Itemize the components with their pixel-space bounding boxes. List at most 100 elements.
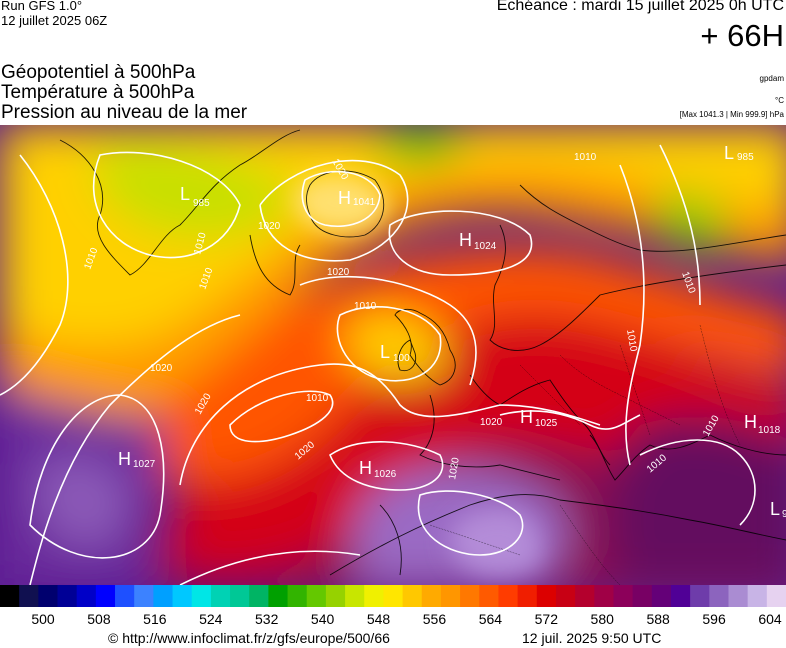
isobar-label: 1020: [327, 267, 350, 278]
isobar-1020-atlantic: [299, 275, 477, 386]
svg-text:1027: 1027: [133, 459, 156, 470]
svg-text:1041: 1041: [353, 197, 376, 208]
isobar-1010-low: [336, 306, 442, 382]
high-center-greenland: H 1041: [338, 188, 376, 208]
isobar-1010-sahara: [417, 490, 524, 556]
isobar-1020-mediterranean: [499, 410, 641, 430]
isobar-1010-far-east: [659, 144, 701, 306]
pressure-range: [Max 1041.3 | Min 999.9] hPa: [679, 110, 784, 119]
colorbar: [0, 585, 786, 607]
isobar-1027-ring: [29, 394, 165, 559]
colorbar-swatch: [575, 585, 595, 607]
isobar-1010-northwest: [92, 151, 241, 259]
colorbar-swatch: [364, 585, 384, 607]
colorbar-swatch: [460, 585, 480, 607]
colorbar-tick-label: 500: [31, 611, 55, 627]
colorbar-swatch: [440, 585, 461, 607]
colorbar-swatch: [766, 585, 786, 607]
isobar-1020-iberia: [329, 441, 444, 491]
colorbar-tick-label: 516: [143, 611, 167, 627]
isobar-1010-cutoff: [229, 390, 334, 443]
unit-temperature: °C: [775, 96, 784, 105]
run-label: Run GFS 1.0°: [1, 0, 83, 13]
svg-text:985: 985: [737, 152, 754, 163]
isobar-1010-south: [179, 550, 361, 585]
colorbar-tick-label: 588: [646, 611, 670, 627]
isobar-1020-west: [0, 154, 69, 396]
pressure-centers: L 985 L 985 H 1041 H 1024 L 100 H 1025 H 1027 H…: [118, 143, 786, 520]
colorbar-swatch: [57, 585, 78, 607]
isobars: [0, 144, 756, 585]
colorbar-swatch: [709, 585, 729, 607]
forecast-lead-time: + 66H: [700, 18, 784, 53]
isobar-1020-greenland: [259, 159, 409, 262]
svg-text:1025: 1025: [535, 418, 558, 429]
colorbar-tick-label: 508: [87, 611, 111, 627]
coastlines: [59, 129, 786, 576]
weather-map[interactable]: 1020 1010 1010 1020 1020 1010 1020 1010 …: [0, 125, 786, 585]
svg-text:H: H: [459, 230, 472, 250]
high-center-azores: H 1027: [118, 449, 156, 470]
colorbar-swatch: [325, 585, 346, 607]
colorbar-swatch: [115, 585, 135, 607]
colorbar-tick-label: 556: [422, 611, 447, 627]
high-center-balkans: H 1018: [744, 412, 781, 436]
colorbar-swatch: [651, 585, 672, 607]
colorbar-swatch: [402, 585, 423, 607]
svg-text:H: H: [744, 412, 757, 432]
isobar-1041-ring: [301, 170, 381, 227]
forecast-valid-time: Echéance : mardi 15 juillet 2025 0h UTC: [496, 0, 784, 14]
isobar-label: 1020: [480, 417, 503, 428]
svg-text:H: H: [520, 407, 533, 427]
colorbar-swatch: [747, 585, 768, 607]
colorbar-swatch: [249, 585, 269, 607]
colorbar-tick-label: 604: [758, 611, 782, 627]
colorbar-tick-label: 540: [310, 611, 335, 627]
high-center-norwegian-sea: H 1024: [459, 230, 497, 252]
low-center-ireland: L 100: [380, 342, 410, 364]
colorbar-tick-label: 532: [255, 611, 279, 627]
colorbar-swatch: [306, 585, 327, 607]
colorbar-swatch: [479, 585, 499, 607]
svg-text:L: L: [380, 342, 390, 362]
colorbar-swatch: [670, 585, 691, 607]
svg-text:L: L: [180, 184, 190, 204]
svg-text:L: L: [724, 143, 734, 163]
title-pressure: Pression au niveau de la mer: [1, 102, 248, 123]
colorbar-swatch: [728, 585, 749, 607]
colorbar-swatch: [536, 585, 557, 607]
colorbar-swatch: [613, 585, 634, 607]
high-center-alps: H 1025: [520, 407, 558, 429]
svg-text:1024: 1024: [474, 241, 497, 252]
isobar-label: 1020: [258, 221, 281, 232]
colorbar-swatch: [594, 585, 614, 607]
isobar-label: 1010: [354, 301, 377, 312]
isobar-1024-ring: [388, 210, 533, 276]
svg-text:985: 985: [193, 198, 210, 209]
colorbar-swatch: [210, 585, 231, 607]
temperature-field: [0, 125, 786, 585]
run-date: 12 juillet 2025 06Z: [1, 13, 108, 28]
colorbar-tick-label: 564: [478, 611, 503, 627]
title-geopotential: Géopotentiel à 500hPa: [1, 62, 196, 83]
high-center-iberia: H 1026: [359, 458, 397, 480]
colorbar-swatch: [76, 585, 97, 607]
colorbar-swatch: [345, 585, 365, 607]
source-url[interactable]: © http://www.infoclimat.fr/z/gfs/europe/…: [108, 630, 390, 646]
svg-text:1026: 1026: [374, 469, 397, 480]
svg-text:H: H: [118, 449, 131, 469]
unit-geopotential: gpdam: [759, 74, 784, 83]
colorbar-tick-label: 524: [199, 611, 223, 627]
isobar-label: 1010: [306, 393, 329, 404]
colorbar-swatch: [517, 585, 538, 607]
generated-timestamp: 12 juil. 2025 9:50 UTC: [522, 630, 662, 646]
isobar-1010-mediterranean: [639, 439, 756, 526]
colorbar-swatch: [153, 585, 174, 607]
colorbar-swatch: [191, 585, 212, 607]
colorbar-swatch: [555, 585, 576, 607]
colorbar-tick-label: 580: [590, 611, 614, 627]
colorbar-swatch: [172, 585, 193, 607]
colorbar-tick-label: 548: [366, 611, 391, 627]
colorbar-swatch: [38, 585, 59, 607]
